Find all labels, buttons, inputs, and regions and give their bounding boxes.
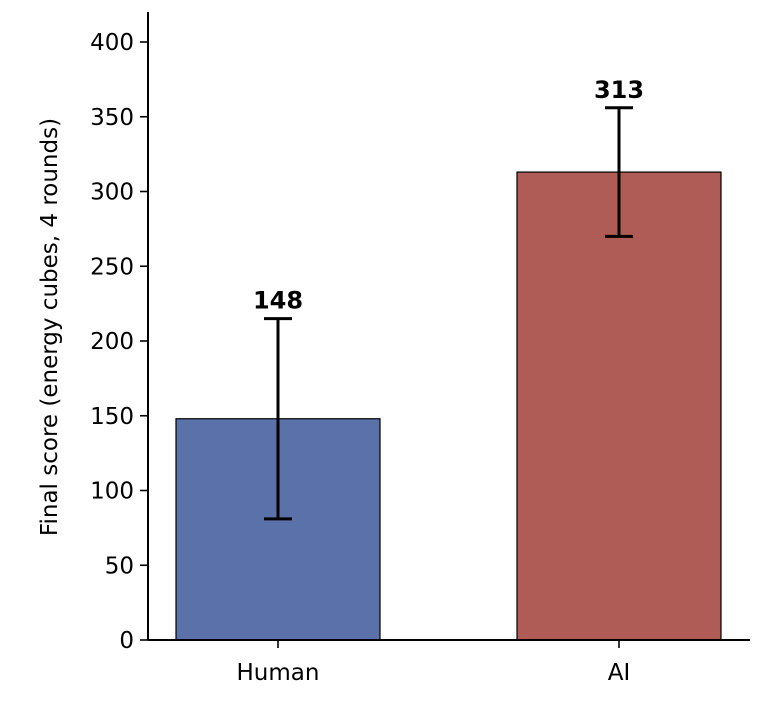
y-tick-label-300: 300	[90, 180, 134, 206]
bar-ai	[516, 171, 722, 641]
x-ticks-layer: Human AI	[237, 640, 631, 686]
bars-layer	[175, 171, 722, 641]
x-tick-label-ai: AI	[608, 660, 631, 686]
x-tick-label-human: Human	[237, 660, 320, 686]
y-tick-label-400: 400	[90, 30, 134, 56]
y-tick-label-50: 50	[105, 553, 134, 579]
value-labels-layer: 148 313	[253, 76, 644, 315]
y-tick-label-100: 100	[90, 479, 134, 505]
y-tick-label-0: 0	[119, 628, 134, 654]
y-tick-label-350: 350	[90, 105, 134, 131]
y-ticks-layer: 0 50 100 150 200 250 300 350 400	[90, 30, 148, 654]
error-bars-layer	[264, 106, 633, 521]
value-label-ai: 313	[594, 76, 644, 104]
y-tick-label-150: 150	[90, 404, 134, 430]
y-axis-title: Final score (energy cubes, 4 rounds)	[37, 118, 63, 536]
y-tick-label-200: 200	[90, 329, 134, 355]
y-tick-label-250: 250	[90, 254, 134, 280]
value-label-human: 148	[253, 287, 303, 315]
